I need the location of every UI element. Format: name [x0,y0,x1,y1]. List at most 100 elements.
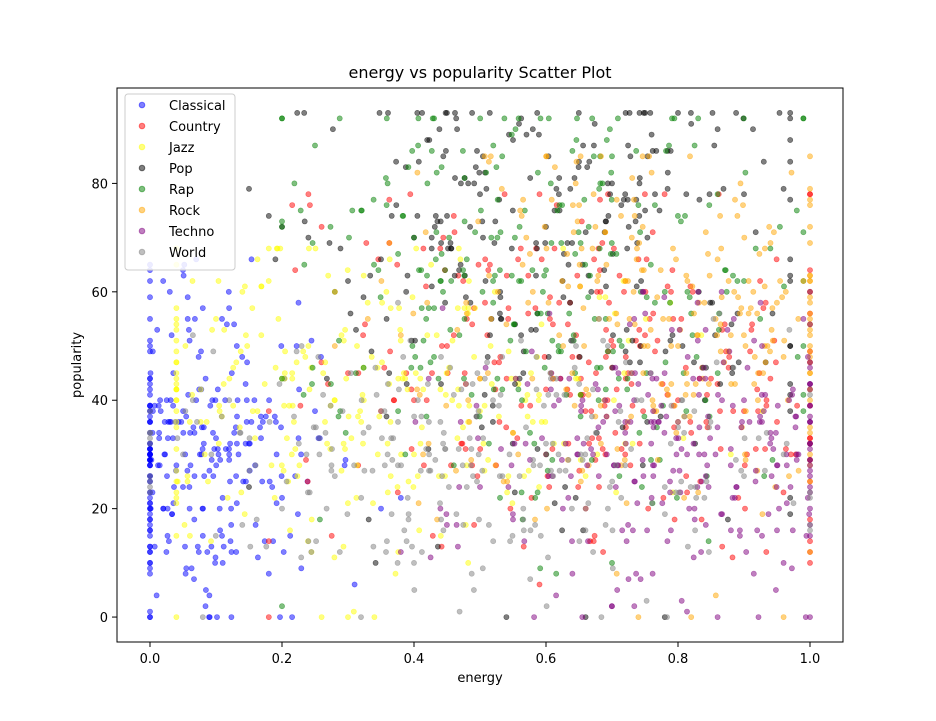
data-point [543,153,549,160]
data-point [757,299,764,306]
data-point [590,451,596,458]
data-point [676,489,682,496]
data-point [709,110,716,116]
data-point [604,180,611,187]
data-point [667,478,673,485]
data-point [372,364,379,371]
data-point [411,587,418,593]
data-point [712,592,719,599]
legend-label: Pop [169,162,193,177]
data-point [499,153,506,160]
data-point [787,278,794,284]
data-point [412,353,419,360]
data-point [637,359,643,366]
data-point [787,494,794,501]
data-point [694,299,701,306]
data-point [180,451,186,458]
data-point [442,391,449,398]
data-point [667,440,674,447]
data-point [569,538,575,545]
data-point [627,462,634,469]
data-point [734,212,741,219]
data-point [384,451,391,458]
data-point [727,446,734,452]
data-point [529,375,536,382]
data-point [186,337,193,344]
data-point [316,451,323,458]
data-point [480,234,486,241]
data-point [496,267,503,273]
data-point [756,250,763,257]
data-point [752,478,759,485]
data-point [463,310,470,317]
data-point [393,202,400,208]
data-point [279,505,285,512]
data-point [519,397,525,404]
data-point [424,381,431,387]
data-point [520,370,527,376]
plot-frame [116,87,844,643]
data-point [455,402,462,409]
data-point [488,315,494,322]
data-point [623,326,630,333]
data-point [289,370,296,376]
data-point [575,229,582,236]
data-point [360,272,367,279]
data-point [360,440,366,447]
data-point [216,408,223,414]
data-point [403,288,409,295]
data-point [273,451,280,458]
data-point [783,462,790,469]
data-point [457,418,464,425]
data-point [394,484,401,490]
data-point [714,424,721,431]
data-point [312,408,318,414]
data-point [481,375,488,382]
data-point [268,462,275,469]
data-point [164,505,171,512]
data-point [684,353,691,360]
data-point [431,305,437,311]
data-point [741,397,747,404]
data-point [463,484,470,490]
data-point [787,272,794,279]
data-point [147,516,153,523]
data-point [696,424,703,431]
data-point [625,522,631,528]
data-point [807,462,813,469]
data-point [437,386,444,393]
data-point [147,511,153,517]
data-point [407,337,414,344]
data-point [279,223,285,230]
legend-marker [138,185,146,193]
data-point [235,451,242,458]
data-point [157,397,163,404]
data-point [622,353,629,360]
data-point [590,549,596,555]
data-point [401,527,408,534]
data-point [717,348,724,355]
data-point [186,418,193,425]
data-point [754,527,761,534]
data-point [228,549,235,555]
data-point [637,576,644,582]
data-point [293,359,300,366]
data-point [807,348,813,355]
data-point [693,353,700,360]
data-point [442,446,449,452]
data-point [481,391,488,398]
data-point [463,299,470,306]
data-point [737,180,744,187]
data-point [695,115,702,122]
data-point [786,397,792,404]
data-point [468,391,475,398]
data-point [429,370,435,376]
data-point [565,261,572,268]
data-point [704,462,711,469]
data-point [592,223,599,230]
data-point [491,359,498,366]
data-point [246,185,252,192]
data-point [173,321,180,328]
data-point [570,229,577,236]
data-point [733,456,739,463]
